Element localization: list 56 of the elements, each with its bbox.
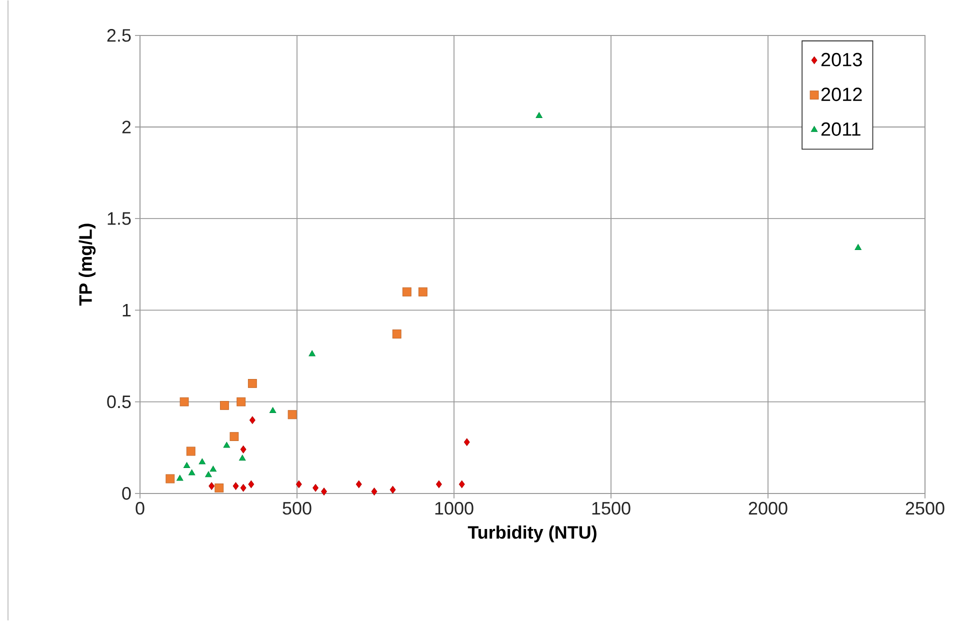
point bbox=[223, 442, 230, 448]
point bbox=[392, 329, 402, 338]
point bbox=[458, 480, 465, 488]
point bbox=[464, 438, 470, 446]
x-axis-title: Turbidity (NTU) bbox=[468, 525, 596, 542]
point bbox=[371, 488, 378, 496]
point bbox=[854, 244, 862, 250]
point bbox=[208, 482, 215, 490]
point bbox=[436, 480, 442, 488]
point bbox=[390, 486, 396, 494]
x-tick-label: 1000 bbox=[435, 502, 474, 514]
point bbox=[312, 484, 318, 492]
point bbox=[418, 287, 428, 296]
x-tick-label: 500 bbox=[282, 502, 312, 514]
point bbox=[269, 406, 276, 413]
point bbox=[188, 469, 196, 476]
point bbox=[210, 466, 217, 472]
point bbox=[308, 350, 316, 356]
y-tick-label: 0.5 bbox=[107, 395, 131, 408]
x-tick-label: 0 bbox=[136, 502, 144, 514]
x-tick-label: 1500 bbox=[592, 502, 630, 514]
point bbox=[288, 410, 297, 419]
y-tick-label: 0 bbox=[122, 486, 131, 500]
y-tick-label: 2.5 bbox=[107, 28, 131, 42]
point bbox=[205, 471, 212, 477]
point bbox=[296, 480, 302, 488]
point bbox=[248, 480, 254, 488]
point bbox=[220, 400, 229, 410]
y-axis-title: TP (mg/L) bbox=[78, 224, 96, 306]
point bbox=[356, 480, 362, 488]
point bbox=[536, 112, 542, 118]
point bbox=[249, 416, 256, 424]
point bbox=[180, 397, 189, 406]
legend-label: 2013 bbox=[821, 52, 862, 66]
point bbox=[402, 287, 412, 296]
point bbox=[166, 474, 175, 483]
y-tick-label: 1 bbox=[122, 304, 131, 316]
x-tick-label: 2000 bbox=[748, 502, 788, 514]
legend-label: 2012 bbox=[821, 87, 862, 101]
point bbox=[230, 432, 239, 441]
point bbox=[186, 446, 196, 456]
point bbox=[239, 454, 246, 460]
y-tick-label: 1.5 bbox=[108, 212, 131, 225]
point bbox=[214, 483, 224, 492]
point bbox=[240, 484, 246, 492]
x-tick-label: 2500 bbox=[906, 502, 944, 514]
point bbox=[236, 397, 246, 406]
legend-label: 2011 bbox=[821, 122, 860, 136]
point bbox=[248, 378, 257, 388]
y-tick-label: 2 bbox=[122, 120, 131, 134]
point bbox=[183, 462, 190, 468]
point bbox=[240, 445, 246, 454]
point bbox=[232, 482, 239, 490]
point bbox=[198, 458, 206, 464]
point bbox=[176, 474, 184, 481]
point bbox=[321, 488, 327, 496]
